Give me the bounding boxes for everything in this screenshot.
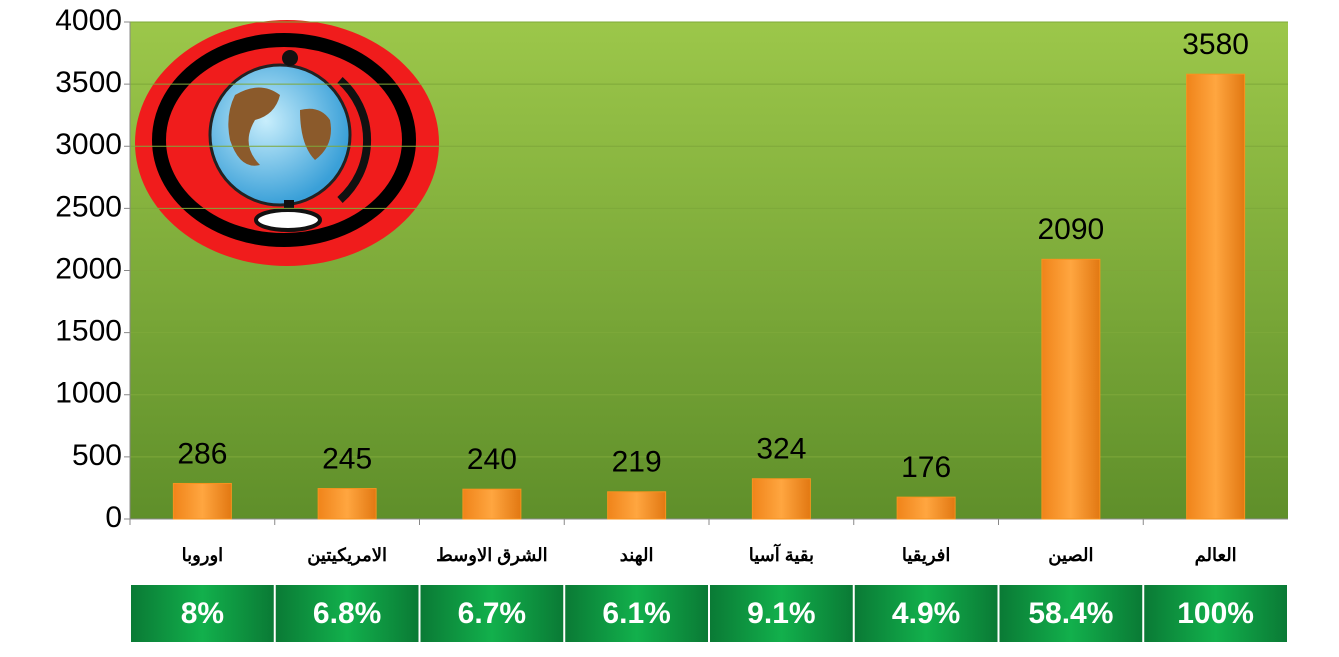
share-label: 9.1% [747,597,815,630]
bar [607,491,667,520]
share-cell [1144,585,1287,642]
value-label: 286 [177,437,227,470]
bar [751,478,811,520]
value-label: 3580 [1182,28,1249,61]
share-cell [999,585,1143,642]
y-tick-label: 3000 [55,128,122,161]
y-tick-label: 1000 [55,377,122,410]
value-label: 2090 [1038,213,1105,246]
globe-icon [135,20,439,266]
y-tick-label: 3500 [55,66,122,99]
share-cell [275,585,419,642]
bar [317,488,377,520]
bar [462,488,522,520]
share-cell [420,585,564,642]
share-cell [565,585,708,642]
value-label: 324 [756,433,806,466]
y-tick-label: 2000 [55,252,122,285]
value-label: 245 [322,442,372,475]
x-tick-label: اوروبا [182,545,224,566]
share-label: 6.8% [313,597,381,630]
y-tick-label: 0 [105,501,122,534]
bar [1186,73,1246,520]
share-cell [710,585,853,642]
share-label: 4.9% [892,597,960,630]
bar [172,482,232,520]
share-label: 8% [181,597,224,630]
share-label: 6.7% [458,597,526,630]
x-tick-label: الهند [620,545,654,566]
x-tick-label: الامريكيتين [307,545,387,566]
value-label: 219 [612,446,662,479]
bar [1041,258,1101,520]
share-label: 58.4% [1028,597,1113,630]
share-label: 100% [1177,597,1254,630]
share-cell [131,585,274,642]
y-tick-label: 2500 [55,190,122,223]
value-label: 240 [467,443,517,476]
x-tick-label: افريقيا [902,545,951,566]
share-cell [854,585,998,642]
bar [896,496,956,520]
y-tick-label: 4000 [55,4,122,37]
share-label: 6.1% [602,597,670,630]
value-label: 176 [901,451,951,484]
y-tick-label: 500 [72,439,122,472]
x-tick-label: الصين [1048,545,1093,566]
y-tick-label: 1500 [55,315,122,348]
x-tick-label: العالم [1195,545,1237,566]
x-tick-label: بقية آسيا [749,543,814,565]
x-tick-label: الشرق الاوسط [436,545,548,566]
